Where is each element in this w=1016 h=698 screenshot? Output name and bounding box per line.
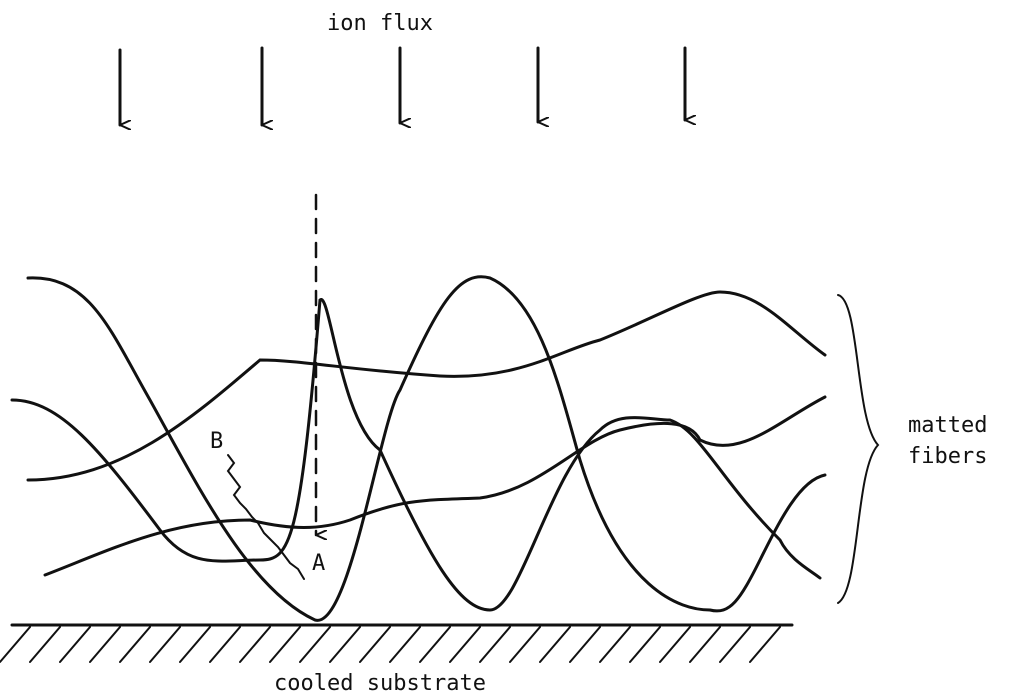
- hatch-line: [299, 626, 331, 663]
- substrate-hatch: [0, 626, 781, 663]
- point-b-label: B: [210, 429, 223, 454]
- point-a-label: A: [312, 551, 325, 576]
- hatch-line: [659, 626, 691, 663]
- hatch-line: [599, 626, 631, 663]
- flux-arrows: [118, 46, 685, 125]
- ion-flux-label: ion flux: [327, 11, 433, 36]
- hatch-line: [149, 626, 181, 663]
- hatch-line: [329, 626, 361, 663]
- hatch-line: [0, 626, 31, 663]
- hatch-line: [59, 626, 91, 663]
- hatch-line: [239, 626, 271, 663]
- side-label-2: fibers: [908, 444, 987, 469]
- fibers: [10, 275, 827, 622]
- hatch-line: [569, 626, 601, 663]
- emission-wave: [226, 454, 305, 580]
- hatch-line: [389, 626, 421, 663]
- hatch-line: [419, 626, 451, 663]
- hatch-line: [359, 626, 391, 663]
- hatch-line: [479, 626, 511, 663]
- substrate-label: cooled substrate: [274, 671, 486, 694]
- hatch-line: [509, 626, 541, 663]
- brace: [837, 294, 880, 604]
- hatch-line: [719, 626, 751, 663]
- hatch-line: [179, 626, 211, 663]
- hatch-line: [689, 626, 721, 663]
- side-label-1: matted: [908, 413, 987, 438]
- hatch-line: [629, 626, 661, 663]
- hatch-line: [209, 626, 241, 663]
- hatch-line: [29, 626, 61, 663]
- hatch-line: [89, 626, 121, 663]
- hatch-line: [449, 626, 481, 663]
- hatch-line: [749, 626, 781, 663]
- hatch-line: [269, 626, 301, 663]
- hatch-line: [119, 626, 151, 663]
- hatch-line: [539, 626, 571, 663]
